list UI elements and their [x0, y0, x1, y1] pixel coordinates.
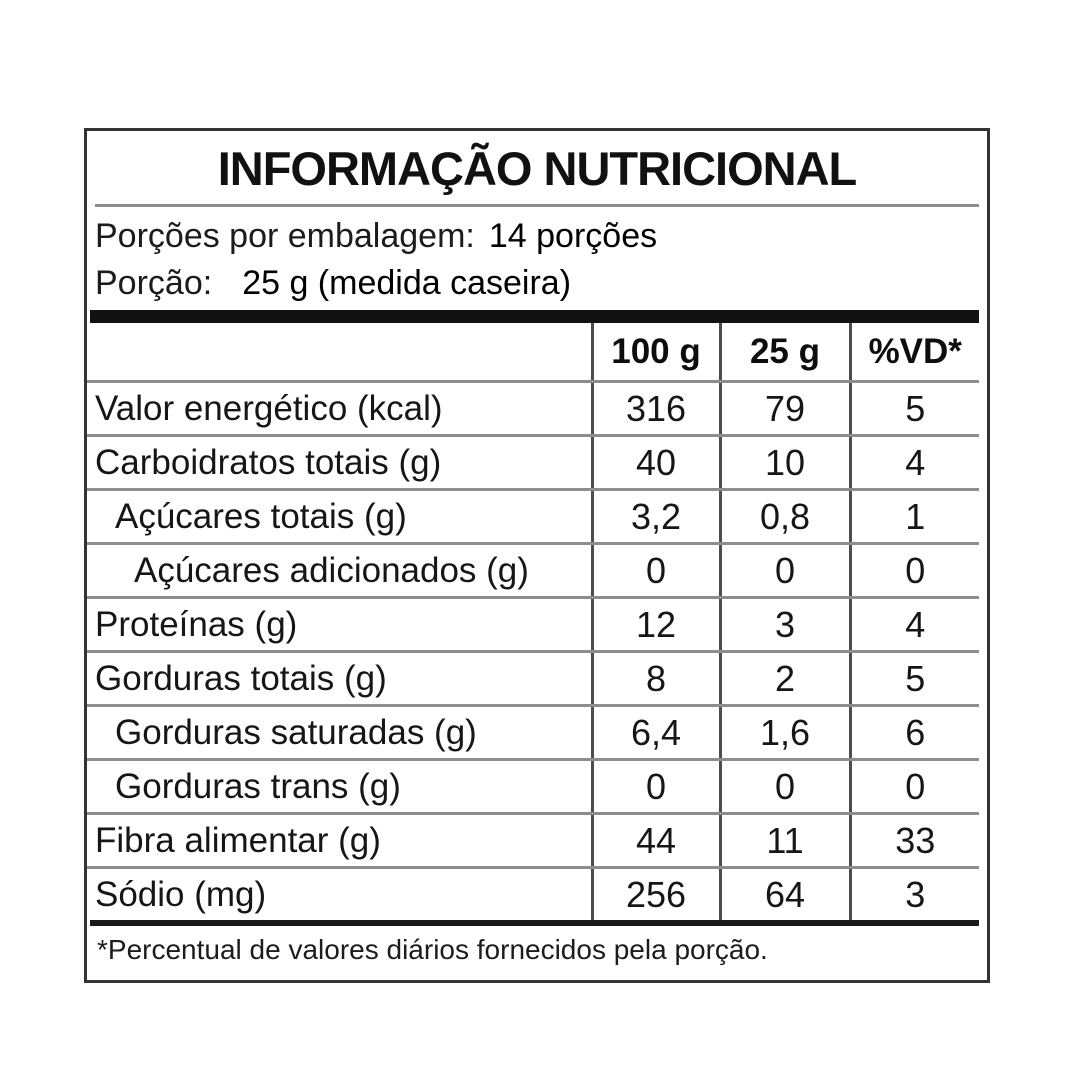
value-pct-vd: 5 — [848, 651, 979, 707]
value-per-100g: 3,2 — [590, 489, 720, 545]
nutrient-name: Gorduras saturadas (g) — [87, 705, 592, 761]
table-row: Gorduras saturadas (g) 6,4 1,6 6 — [87, 705, 979, 761]
value-per-25g: 0,8 — [718, 489, 850, 545]
nutrition-label: INFORMAÇÃO NUTRICIONAL Porções por embal… — [84, 128, 990, 983]
footnote: *Percentual de valores diários fornecido… — [97, 934, 768, 965]
column-header-vd: %VD* — [848, 323, 979, 383]
value-pct-vd: 33 — [848, 813, 979, 869]
value-per-25g: 1,6 — [718, 705, 850, 761]
value-pct-vd: 1 — [848, 489, 979, 545]
table-row: Fibra alimentar (g) 44 11 33 — [87, 813, 979, 869]
portion-label: Porção: — [95, 264, 213, 302]
value-per-25g: 11 — [718, 813, 850, 869]
footnote-divider-bar — [90, 920, 979, 926]
value-pct-vd: 6 — [848, 705, 979, 761]
value-pct-vd: 0 — [848, 543, 979, 599]
nutrient-name: Açúcares totais (g) — [87, 489, 592, 545]
table-row: Proteínas (g) 12 3 4 — [87, 597, 979, 653]
value-per-25g: 2 — [718, 651, 850, 707]
nutrient-name: Gorduras trans (g) — [87, 759, 592, 815]
portion-line: Porção: 25 g (medida caseira) — [95, 264, 571, 303]
value-pct-vd: 4 — [848, 597, 979, 653]
nutrient-name: Fibra alimentar (g) — [87, 813, 592, 869]
portion-value: 25 g (medida caseira) — [242, 264, 572, 302]
header-divider-bar — [90, 310, 979, 323]
value-per-100g: 8 — [590, 651, 720, 707]
value-pct-vd: 3 — [848, 867, 979, 920]
value-per-25g: 79 — [718, 381, 850, 437]
table-row: Açúcares adicionados (g) 0 0 0 — [87, 543, 979, 599]
nutrient-name: Gorduras totais (g) — [87, 651, 592, 707]
table-header-row: 100 g 25 g %VD* — [87, 323, 979, 383]
value-pct-vd: 4 — [848, 435, 979, 491]
value-pct-vd: 0 — [848, 759, 979, 815]
value-per-100g: 256 — [590, 867, 720, 920]
value-per-25g: 0 — [718, 543, 850, 599]
title-divider — [95, 204, 979, 207]
label-title: INFORMAÇÃO NUTRICIONAL — [217, 142, 858, 195]
value-pct-vd: 5 — [848, 381, 979, 437]
value-per-100g: 12 — [590, 597, 720, 653]
column-header-100g: 100 g — [590, 323, 720, 383]
nutrition-table: 100 g 25 g %VD* Valor energético (kcal) … — [87, 323, 979, 920]
value-per-100g: 40 — [590, 435, 720, 491]
table-row: Valor energético (kcal) 316 79 5 — [87, 381, 979, 437]
table-row: Gorduras totais (g) 8 2 5 — [87, 651, 979, 707]
value-per-100g: 316 — [590, 381, 720, 437]
value-per-25g: 64 — [718, 867, 850, 920]
nutrient-name: Proteínas (g) — [87, 597, 592, 653]
servings-per-package-line: Porções por embalagem: 14 porções — [95, 217, 657, 256]
servings-per-package-label: Porções por embalagem: — [95, 217, 475, 255]
value-per-25g: 10 — [718, 435, 850, 491]
servings-per-package-value: 14 porções — [488, 217, 658, 255]
column-header-25g: 25 g — [718, 323, 850, 383]
value-per-100g: 6,4 — [590, 705, 720, 761]
table-row: Açúcares totais (g) 3,2 0,8 1 — [87, 489, 979, 545]
nutrient-name: Sódio (mg) — [95, 874, 267, 914]
value-per-100g: 0 — [590, 543, 720, 599]
table-row: Sódio (mg) 256 64 3 — [87, 867, 979, 920]
value-per-100g: 0 — [590, 759, 720, 815]
value-per-25g: 3 — [718, 597, 850, 653]
nutrient-name: Valor energético (kcal) — [87, 381, 592, 437]
nutrient-name: Carboidratos totais (g) — [87, 435, 592, 491]
table-row: Gorduras trans (g) 0 0 0 — [87, 759, 979, 815]
table-row: Carboidratos totais (g) 40 10 4 — [87, 435, 979, 491]
value-per-25g: 0 — [718, 759, 850, 815]
value-per-100g: 44 — [590, 813, 720, 869]
nutrient-column-header — [87, 323, 592, 383]
nutrient-name: Açúcares adicionados (g) — [87, 543, 592, 599]
